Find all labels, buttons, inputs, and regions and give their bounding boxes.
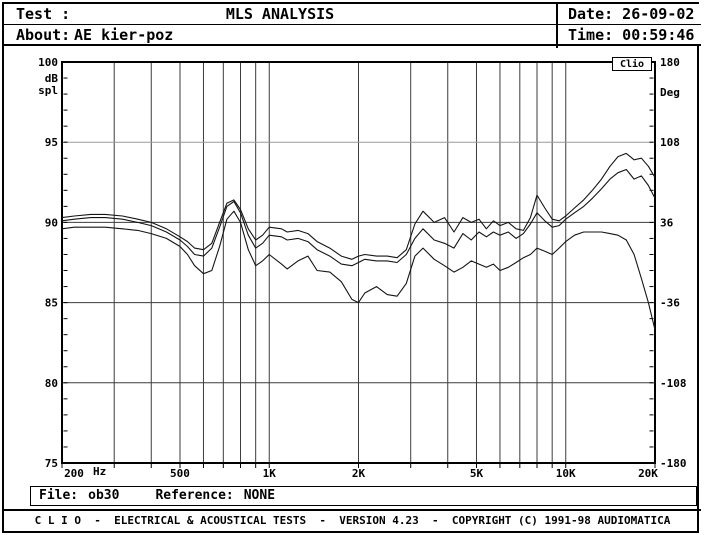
y-left-axis-unit: dB spl bbox=[38, 72, 58, 97]
reference-value: NONE bbox=[243, 488, 276, 503]
header-row-about: About: AE kier-poz Time: 00:59:46 bbox=[4, 25, 701, 46]
time-text: Time: 00:59:46 bbox=[568, 26, 695, 44]
footer-divider bbox=[4, 509, 701, 511]
about-label: About: bbox=[16, 26, 71, 44]
footer-credits: C L I O - ELECTRICAL & ACOUSTICAL TESTS … bbox=[34, 514, 671, 527]
test-label: Test : bbox=[16, 5, 71, 23]
page-title: MLS ANALYSIS bbox=[225, 5, 335, 23]
x-axis-unit: Hz bbox=[93, 465, 107, 478]
about-value: AE kier-poz bbox=[74, 26, 174, 44]
header-divider bbox=[556, 4, 558, 48]
y-right-axis-unit: Deg bbox=[660, 86, 680, 99]
file-value: ob30 bbox=[88, 488, 120, 503]
date-text: Date: 26-09-02 bbox=[568, 5, 695, 23]
clio-watermark-badge: Clio bbox=[612, 57, 652, 71]
reference-label: Reference: bbox=[155, 488, 234, 503]
file-reference-bar: File: ob30 Reference: NONE bbox=[30, 486, 697, 506]
header-row-test: Test : MLS ANALYSIS Date: 26-09-02 bbox=[4, 4, 701, 25]
file-label: File: bbox=[39, 488, 79, 503]
